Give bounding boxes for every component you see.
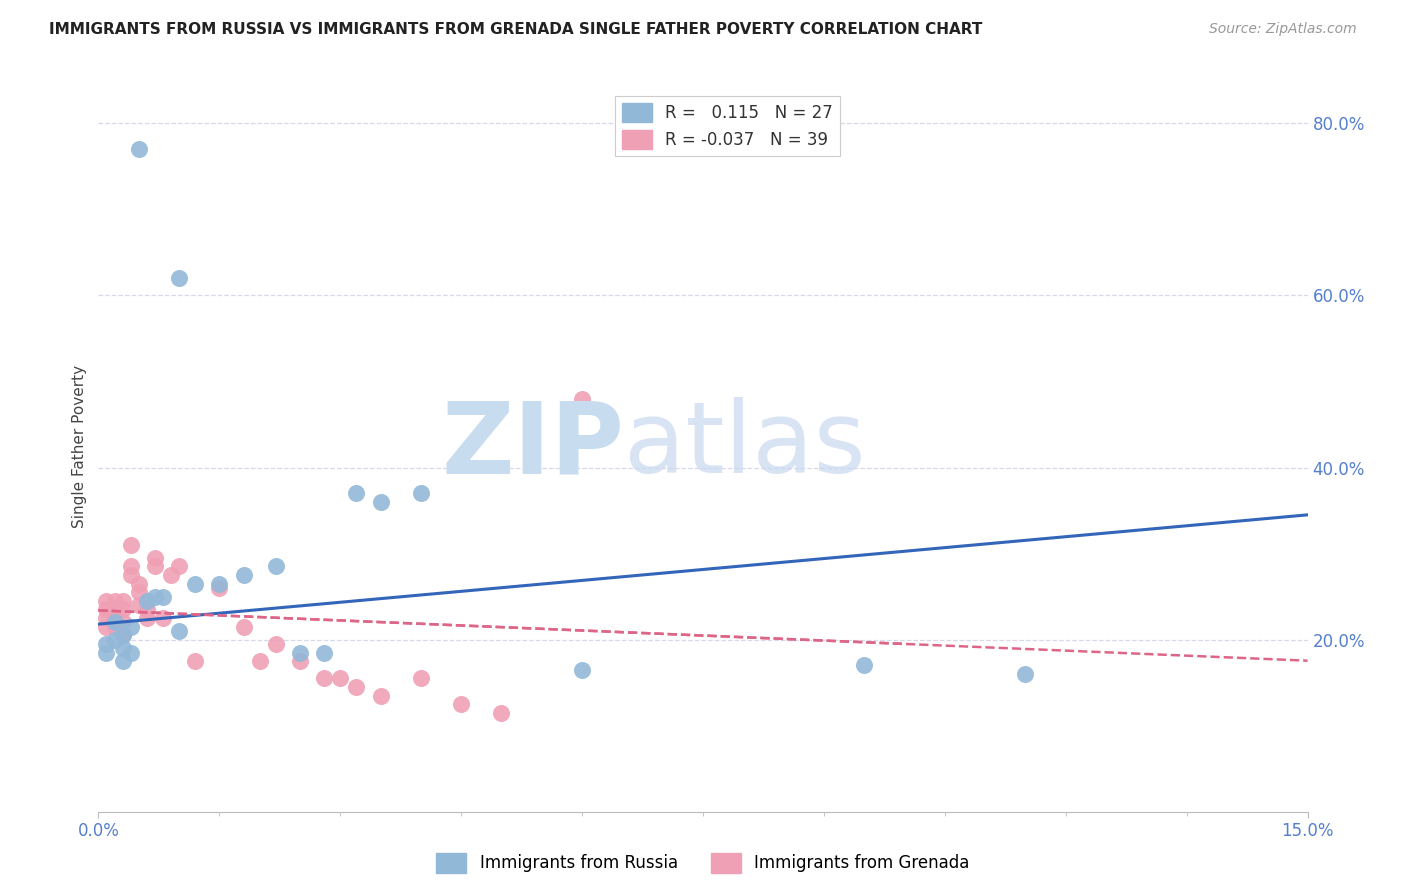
Point — [120, 568, 142, 582]
Point — [111, 641, 134, 656]
Point — [288, 646, 311, 660]
Point — [111, 654, 134, 668]
Point — [571, 392, 593, 406]
Point — [143, 550, 166, 565]
Point — [111, 615, 134, 630]
Point — [103, 620, 125, 634]
Point — [135, 602, 157, 616]
Point — [264, 559, 287, 574]
Point — [96, 637, 118, 651]
Point — [128, 142, 150, 156]
Point — [264, 637, 287, 651]
Point — [288, 654, 311, 668]
Point — [128, 598, 150, 612]
Point — [184, 576, 207, 591]
Point — [208, 581, 231, 595]
Point — [167, 271, 190, 285]
Point — [370, 495, 392, 509]
Point — [208, 576, 231, 591]
Point — [128, 576, 150, 591]
Point — [152, 611, 174, 625]
Point — [344, 680, 367, 694]
Point — [120, 538, 142, 552]
Point — [409, 671, 432, 685]
Point — [152, 590, 174, 604]
Text: ZIP: ZIP — [441, 398, 624, 494]
Text: IMMIGRANTS FROM RUSSIA VS IMMIGRANTS FROM GRENADA SINGLE FATHER POVERTY CORRELAT: IMMIGRANTS FROM RUSSIA VS IMMIGRANTS FRO… — [49, 22, 983, 37]
Point — [103, 594, 125, 608]
Point — [409, 486, 432, 500]
Point — [167, 559, 190, 574]
Point — [571, 663, 593, 677]
Point — [232, 620, 254, 634]
Y-axis label: Single Father Poverty: Single Father Poverty — [72, 365, 87, 527]
Point — [111, 628, 134, 642]
Point — [96, 594, 118, 608]
Point — [143, 590, 166, 604]
Point — [370, 689, 392, 703]
Text: atlas: atlas — [624, 398, 866, 494]
Point — [120, 559, 142, 574]
Point — [128, 585, 150, 599]
Point — [103, 615, 125, 630]
Point — [96, 602, 118, 616]
Point — [96, 646, 118, 660]
Point — [111, 628, 134, 642]
Point — [96, 611, 118, 625]
Point — [120, 620, 142, 634]
Point — [103, 632, 125, 647]
Point — [184, 654, 207, 668]
Legend: R =   0.115   N = 27, R = -0.037   N = 39: R = 0.115 N = 27, R = -0.037 N = 39 — [616, 96, 839, 156]
Point — [103, 611, 125, 625]
Point — [314, 671, 336, 685]
Point — [450, 697, 472, 711]
Point — [329, 671, 352, 685]
Point — [1014, 667, 1036, 681]
Legend: Immigrants from Russia, Immigrants from Grenada: Immigrants from Russia, Immigrants from … — [430, 847, 976, 880]
Point — [314, 646, 336, 660]
Point — [167, 624, 190, 638]
Point — [120, 646, 142, 660]
Point — [135, 611, 157, 625]
Point — [111, 594, 134, 608]
Point — [853, 658, 876, 673]
Point — [344, 486, 367, 500]
Point — [491, 706, 513, 720]
Point — [143, 559, 166, 574]
Point — [103, 602, 125, 616]
Point — [232, 568, 254, 582]
Point — [96, 620, 118, 634]
Point — [111, 602, 134, 616]
Text: Source: ZipAtlas.com: Source: ZipAtlas.com — [1209, 22, 1357, 37]
Point — [249, 654, 271, 668]
Point — [135, 594, 157, 608]
Point — [160, 568, 183, 582]
